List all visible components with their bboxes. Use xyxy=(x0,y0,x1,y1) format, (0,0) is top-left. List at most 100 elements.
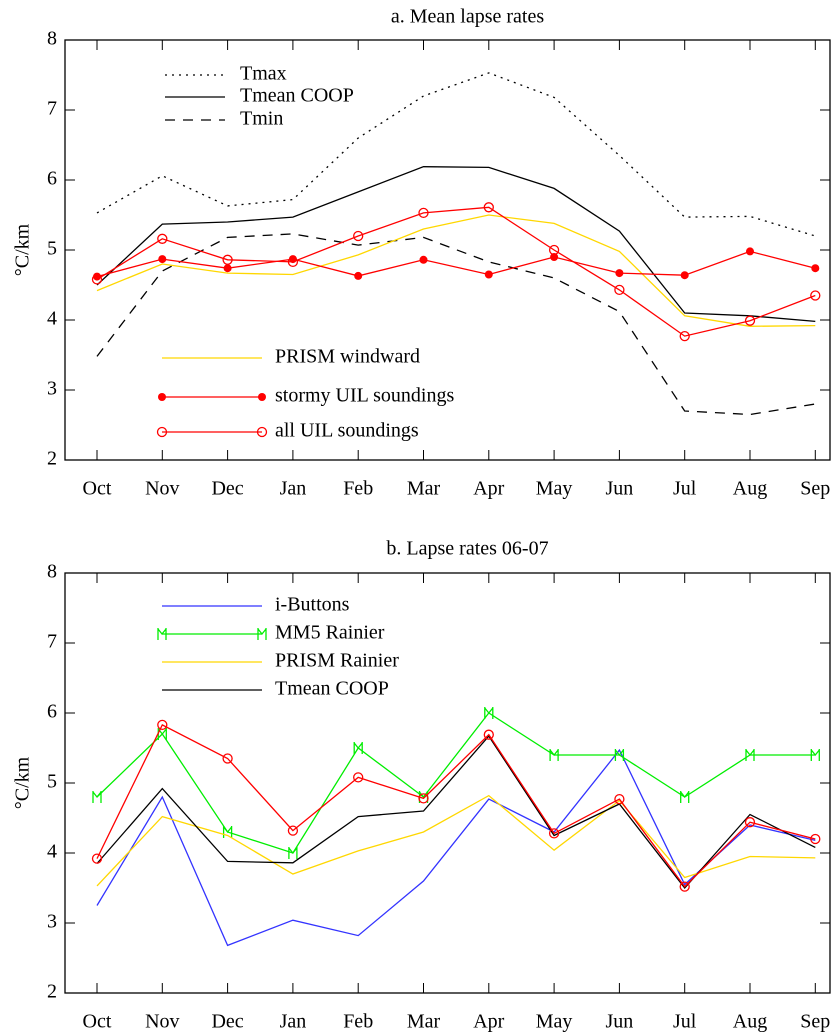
legend-label: i-Buttons xyxy=(275,594,350,616)
y-tick-label: 2 xyxy=(47,981,57,1003)
x-tick-label: Jan xyxy=(280,478,307,500)
marker xyxy=(222,826,233,838)
x-tick-label: May xyxy=(536,478,573,500)
marker xyxy=(810,290,821,301)
marker xyxy=(680,271,689,280)
marker xyxy=(679,330,690,342)
chart-title: b. Lapse rates 06-07 xyxy=(386,538,548,560)
marker xyxy=(158,393,166,401)
x-tick-label: Jan xyxy=(280,1011,307,1033)
legend-label: stormy UIL soundings xyxy=(275,385,454,407)
marker xyxy=(157,719,168,731)
marker xyxy=(484,707,494,719)
x-tick-label: Sep xyxy=(800,1011,830,1033)
y-tick-label: 8 xyxy=(47,28,57,50)
y-tick-label: 6 xyxy=(47,701,57,723)
marker xyxy=(287,825,299,836)
marker xyxy=(91,274,103,285)
marker xyxy=(680,791,690,803)
marker xyxy=(222,254,233,265)
x-tick-label: Jul xyxy=(673,1011,697,1033)
marker xyxy=(353,230,364,242)
x-tick-label: Sep xyxy=(800,478,830,500)
y-tick-label: 5 xyxy=(47,771,57,793)
y-tick-label: 4 xyxy=(47,308,57,330)
series-line xyxy=(96,206,816,337)
y-tick-label: 8 xyxy=(47,561,57,583)
marker xyxy=(258,393,266,401)
marker xyxy=(550,253,559,261)
x-tick-label: Nov xyxy=(145,1011,179,1033)
series-line xyxy=(96,794,816,887)
x-tick-label: Nov xyxy=(145,478,179,500)
x-tick-label: May xyxy=(536,1011,573,1033)
x-tick-label: Oct xyxy=(83,1011,112,1033)
marker xyxy=(222,753,233,764)
marker xyxy=(614,749,625,761)
legend-label: all UIL soundings xyxy=(275,420,419,442)
x-tick-label: Jul xyxy=(673,478,697,500)
marker xyxy=(548,244,560,256)
x-tick-label: Oct xyxy=(83,478,112,500)
x-tick-label: Jun xyxy=(606,478,634,500)
marker xyxy=(353,742,363,754)
series-line xyxy=(96,250,816,278)
marker xyxy=(745,749,755,761)
marker xyxy=(811,264,820,273)
legend-label: PRISM Rainier xyxy=(275,650,399,672)
marker xyxy=(744,817,756,828)
x-tick-label: Jun xyxy=(606,1011,634,1033)
series-line xyxy=(96,712,816,854)
marker xyxy=(548,828,560,839)
x-tick-label: Feb xyxy=(343,1011,373,1033)
marker xyxy=(418,207,429,219)
marker xyxy=(418,793,429,804)
marker xyxy=(256,426,268,438)
y-tick-label: 3 xyxy=(47,911,57,933)
series-line xyxy=(96,166,816,323)
marker xyxy=(483,729,494,740)
x-tick-label: Feb xyxy=(343,478,373,500)
legend-label: Tmin xyxy=(240,108,283,130)
legend-label: Tmax xyxy=(240,63,287,85)
marker xyxy=(156,426,168,438)
series-line xyxy=(96,724,816,888)
y-tick-label: 5 xyxy=(47,238,57,260)
series-line xyxy=(96,735,816,890)
marker xyxy=(91,853,103,864)
marker xyxy=(484,270,493,279)
legend-label: MM5 Rainier xyxy=(275,622,385,644)
legend-label: PRISM windward xyxy=(275,346,420,368)
y-tick-label: 2 xyxy=(47,448,57,470)
y-tick-label: 6 xyxy=(47,168,57,190)
marker xyxy=(615,269,624,278)
y-axis-label: °C/km xyxy=(12,223,34,276)
chart-title: a. Mean lapse rates xyxy=(391,6,544,28)
y-axis-label: °C/km xyxy=(12,756,34,809)
marker xyxy=(549,749,559,761)
marker xyxy=(483,202,494,213)
marker xyxy=(157,628,167,640)
x-tick-label: Apr xyxy=(473,1011,504,1033)
series-line xyxy=(96,748,816,947)
x-tick-label: Aug xyxy=(733,478,767,500)
marker xyxy=(810,833,821,845)
marker xyxy=(614,284,625,296)
marker xyxy=(810,749,820,761)
marker xyxy=(92,791,102,803)
x-tick-label: Mar xyxy=(407,1011,441,1033)
marker xyxy=(614,793,625,805)
marker xyxy=(746,247,754,256)
series-line xyxy=(96,233,816,416)
y-tick-label: 7 xyxy=(47,98,57,120)
y-tick-label: 4 xyxy=(47,841,57,863)
series-line xyxy=(96,72,816,237)
marker xyxy=(257,628,267,640)
x-tick-label: Aug xyxy=(733,1011,767,1033)
legend-label: Tmean COOP xyxy=(275,678,389,700)
marker xyxy=(419,255,428,264)
marker xyxy=(158,255,167,264)
marker xyxy=(353,772,364,783)
marker xyxy=(744,315,756,326)
